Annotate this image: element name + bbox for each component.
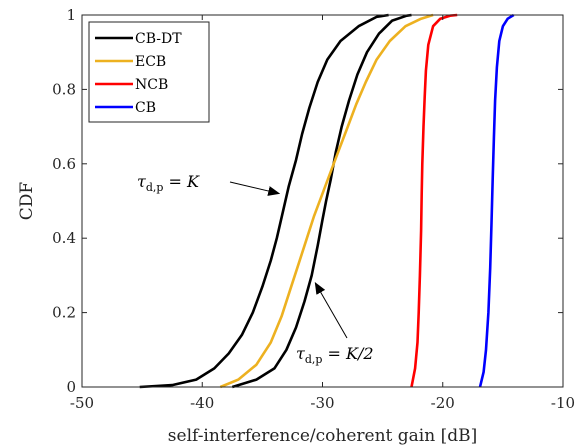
y-tick-label: 0.8 bbox=[52, 80, 76, 98]
x-tick-label: -50 bbox=[70, 394, 94, 412]
annotations: τd,p = K τd,p = K/2 bbox=[137, 172, 374, 366]
x-axis-label: self-interference/coherent gain [dB] bbox=[168, 426, 477, 446]
y-tick-label: 0.6 bbox=[52, 155, 76, 173]
ticks: -50 -40 -30 -20 -10 0 0.2 0.4 0.6 0.8 1 bbox=[52, 6, 575, 412]
annotation-arrow bbox=[314, 281, 348, 339]
y-tick-label: 0 bbox=[66, 378, 76, 396]
legend-entry: NCB bbox=[135, 77, 168, 93]
legend-entry: CB bbox=[135, 100, 156, 116]
y-tick-label: 0.2 bbox=[52, 304, 76, 322]
annotation-arrow bbox=[229, 181, 281, 196]
x-tick-label: -30 bbox=[310, 394, 334, 412]
x-tick-label: -10 bbox=[551, 394, 575, 412]
x-tick-label: -40 bbox=[190, 394, 214, 412]
legend: CB-DT ECB NCB CB bbox=[88, 21, 210, 123]
y-tick-label: 0.4 bbox=[52, 229, 76, 247]
annotation-label: τd,p = K bbox=[137, 172, 200, 194]
series-line-cb-dt bbox=[139, 13, 389, 389]
y-axis-label: CDF bbox=[17, 182, 37, 221]
y-tick-label: 1 bbox=[66, 6, 76, 24]
annotation-label: τd,p = K/2 bbox=[296, 344, 374, 366]
series-line-cb bbox=[478, 13, 515, 388]
legend-entry: CB-DT bbox=[135, 31, 182, 47]
legend-entry: ECB bbox=[135, 54, 166, 70]
series-line-ncb bbox=[410, 13, 458, 388]
series-layer bbox=[139, 13, 515, 389]
series-line-cb-dt-k-2- bbox=[231, 13, 412, 389]
series-line-ecb bbox=[219, 13, 434, 389]
x-tick-label: -20 bbox=[431, 394, 455, 412]
